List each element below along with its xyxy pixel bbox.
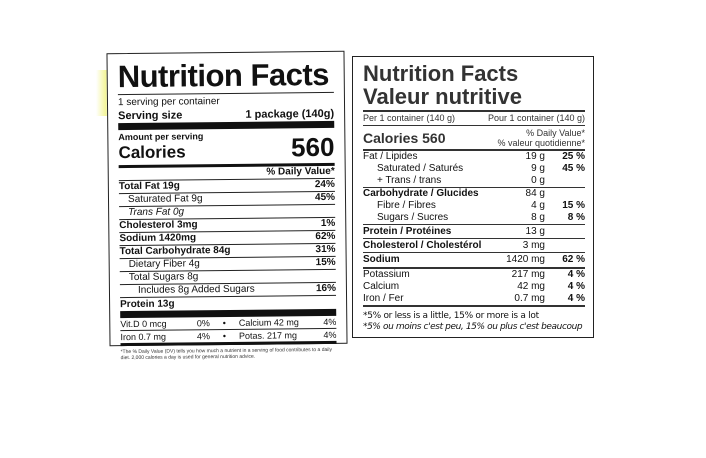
ca-row-iron: Iron / Fer 0.7 mg 4 % — [363, 293, 585, 307]
ca-title-fr: Valeur nutritive — [363, 85, 585, 112]
us-row-label: Total Fat 19g — [118, 180, 180, 193]
us-row-label: Protein 13g — [120, 298, 175, 311]
us-row-label: Total Carbohydrate 84g — [119, 244, 231, 258]
us-row-dv: 16% — [315, 282, 337, 295]
ca-row-dv: 62 % — [562, 254, 585, 265]
ca-dv-header: % Daily Value* % valeur quotidienne* — [497, 128, 585, 148]
ca-footnote-fr: *5% ou moins c'est peu, 15% ou plus c'es… — [363, 322, 583, 332]
us-row-label: Trans Fat 0g — [128, 206, 185, 219]
us-serving-size-label: Serving size — [118, 109, 183, 123]
us-serving-size-value: 1 package (140g) — [245, 107, 335, 121]
us-row-dv: 31% — [315, 243, 336, 256]
ca-row-label: Fat / Lipides — [363, 151, 418, 162]
ca-row-sugars: Sugars / Sucres 8 g 8 % — [363, 212, 585, 225]
ca-per-en: Per 1 container (140 g) — [363, 113, 456, 123]
ca-row-label: Sugars / Sucres — [377, 212, 449, 223]
bullet-icon: • — [222, 331, 227, 342]
ca-calories-row: Calories 560 % Daily Value* % valeur quo… — [363, 125, 585, 151]
us-mineral-dv: 4% — [323, 316, 337, 327]
ca-row-label: Cholesterol / Cholestérol — [363, 240, 482, 251]
ca-row-amount: 84 g — [525, 188, 545, 199]
ca-footnote-en: *5% or less is a little, 15% or more is … — [363, 311, 539, 321]
us-row-protein: Protein 13g — [120, 295, 337, 319]
ca-row-potassium: Potassium 217 mg 4 % — [363, 269, 585, 281]
us-mineral: Vit.D 0 mcg — [120, 318, 167, 330]
us-row-label: Sodium 1420mg — [119, 232, 197, 245]
ca-dv-en: % Daily Value* — [526, 128, 585, 138]
us-row-dv: 15% — [315, 256, 336, 269]
ca-row-dv: 15 % — [562, 200, 585, 211]
ca-dv-fr: % valeur quotidienne* — [497, 138, 585, 148]
ca-row-fat: Fat / Lipides 19 g 25 % — [363, 151, 585, 163]
us-footnote: *The % Daily Value (DV) tells you how mu… — [120, 346, 333, 362]
ca-row-amount: 1420 mg — [506, 254, 545, 265]
ca-row-label: Saturated / Saturés — [377, 163, 464, 174]
ca-row-calcium: Calcium 42 mg 4 % — [363, 281, 585, 293]
ca-row-label: Carbohydrate / Glucides — [363, 188, 479, 199]
ca-row-carbohydrate: Carbohydrate / Glucides 84 g — [363, 188, 585, 200]
ca-row-amount: 19 g — [525, 151, 545, 162]
us-row-label: Includes 8g Added Sugars — [137, 283, 255, 296]
us-mineral-dv: 4% — [323, 329, 337, 340]
ca-row-sodium: Sodium 1420 mg 62 % — [363, 253, 585, 269]
ca-row-dv: 25 % — [562, 151, 585, 162]
us-calories-label: Calories — [118, 142, 186, 163]
us-mineral: Potas. 217 mg — [238, 330, 298, 341]
us-calories-row: Calories 560 — [118, 131, 335, 169]
ca-row-amount: 8 g — [531, 212, 545, 223]
ca-row-amount: 0 g — [531, 175, 545, 186]
us-row-dv: 45% — [314, 191, 336, 204]
ca-row-label: Protein / Protéines — [363, 226, 452, 237]
us-row-dv: 1% — [320, 217, 336, 230]
ca-row-amount: 4 g — [531, 200, 545, 211]
ca-row-dv: 4 % — [567, 281, 585, 292]
us-row-label: Saturated Fat 9g — [127, 193, 203, 206]
ca-title-en: Nutrition Facts — [363, 62, 519, 85]
ca-row-dv: 4 % — [567, 269, 585, 280]
ca-row-dv: 4 % — [567, 293, 585, 304]
ca-row-label: + Trans / trans — [377, 175, 442, 186]
ca-row-fibre: Fibre / Fibres 4 g 15 % — [363, 200, 585, 212]
ca-row-trans: + Trans / trans 0 g — [363, 175, 585, 188]
bullet-icon: • — [222, 318, 226, 329]
ca-row-saturated: Saturated / Saturés 9 g 45 % — [363, 163, 585, 175]
ca-row-amount: 217 mg — [511, 269, 545, 280]
us-mineral-dv: 0% — [196, 318, 210, 329]
ca-row-label: Calcium — [363, 281, 400, 292]
us-row-dv: 62% — [315, 230, 336, 243]
ca-row-label: Sodium — [363, 254, 400, 265]
ca-per-fr: Pour 1 container (140 g) — [487, 113, 585, 123]
us-calories-value: 560 — [290, 131, 335, 163]
us-nutrition-label: Nutrition Facts 1 serving per container … — [106, 50, 348, 361]
ca-row-dv: 8 % — [567, 212, 585, 223]
ca-nutrition-label: Nutrition Facts Valeur nutritive Per 1 c… — [352, 56, 594, 338]
ca-row-amount: 0.7 mg — [514, 293, 545, 304]
ca-row-amount: 3 mg — [522, 240, 545, 251]
ca-per-row: Per 1 container (140 g) Pour 1 container… — [363, 112, 585, 125]
ca-row-cholesterol: Cholesterol / Cholestérol 3 mg — [363, 239, 585, 253]
ca-row-label: Fibre / Fibres — [377, 200, 436, 211]
ca-row-label: Iron / Fer — [363, 293, 404, 304]
us-minerals-row-2: Iron 0.7 mg 4% • Potas. 217 mg 4% — [120, 328, 337, 347]
ca-row-amount: 9 g — [531, 163, 545, 174]
ca-row-amount: 13 g — [525, 226, 545, 237]
us-title: Nutrition Facts — [117, 57, 334, 96]
us-serving-size-row: Serving size 1 package (140g) — [118, 106, 335, 131]
us-mineral: Iron 0.7 mg — [120, 331, 167, 343]
ca-calories: Calories 560 — [363, 130, 446, 146]
ca-row-label: Potassium — [363, 269, 410, 280]
us-row-label: Total Sugars 8g — [128, 271, 199, 284]
ca-row-protein: Protein / Protéines 13 g — [363, 225, 585, 239]
ca-row-dv: 45 % — [562, 163, 585, 174]
us-mineral-dv: 4% — [196, 331, 210, 342]
ca-row-amount: 42 mg — [517, 281, 545, 292]
us-row-dv: 24% — [314, 178, 335, 191]
us-mineral: Calcium 42 mg — [238, 317, 299, 328]
us-row-label: Cholesterol 3mg — [119, 219, 198, 232]
us-row-label: Dietary Fiber 4g — [128, 258, 200, 271]
us-dv-header: % Daily Value* — [266, 165, 335, 178]
